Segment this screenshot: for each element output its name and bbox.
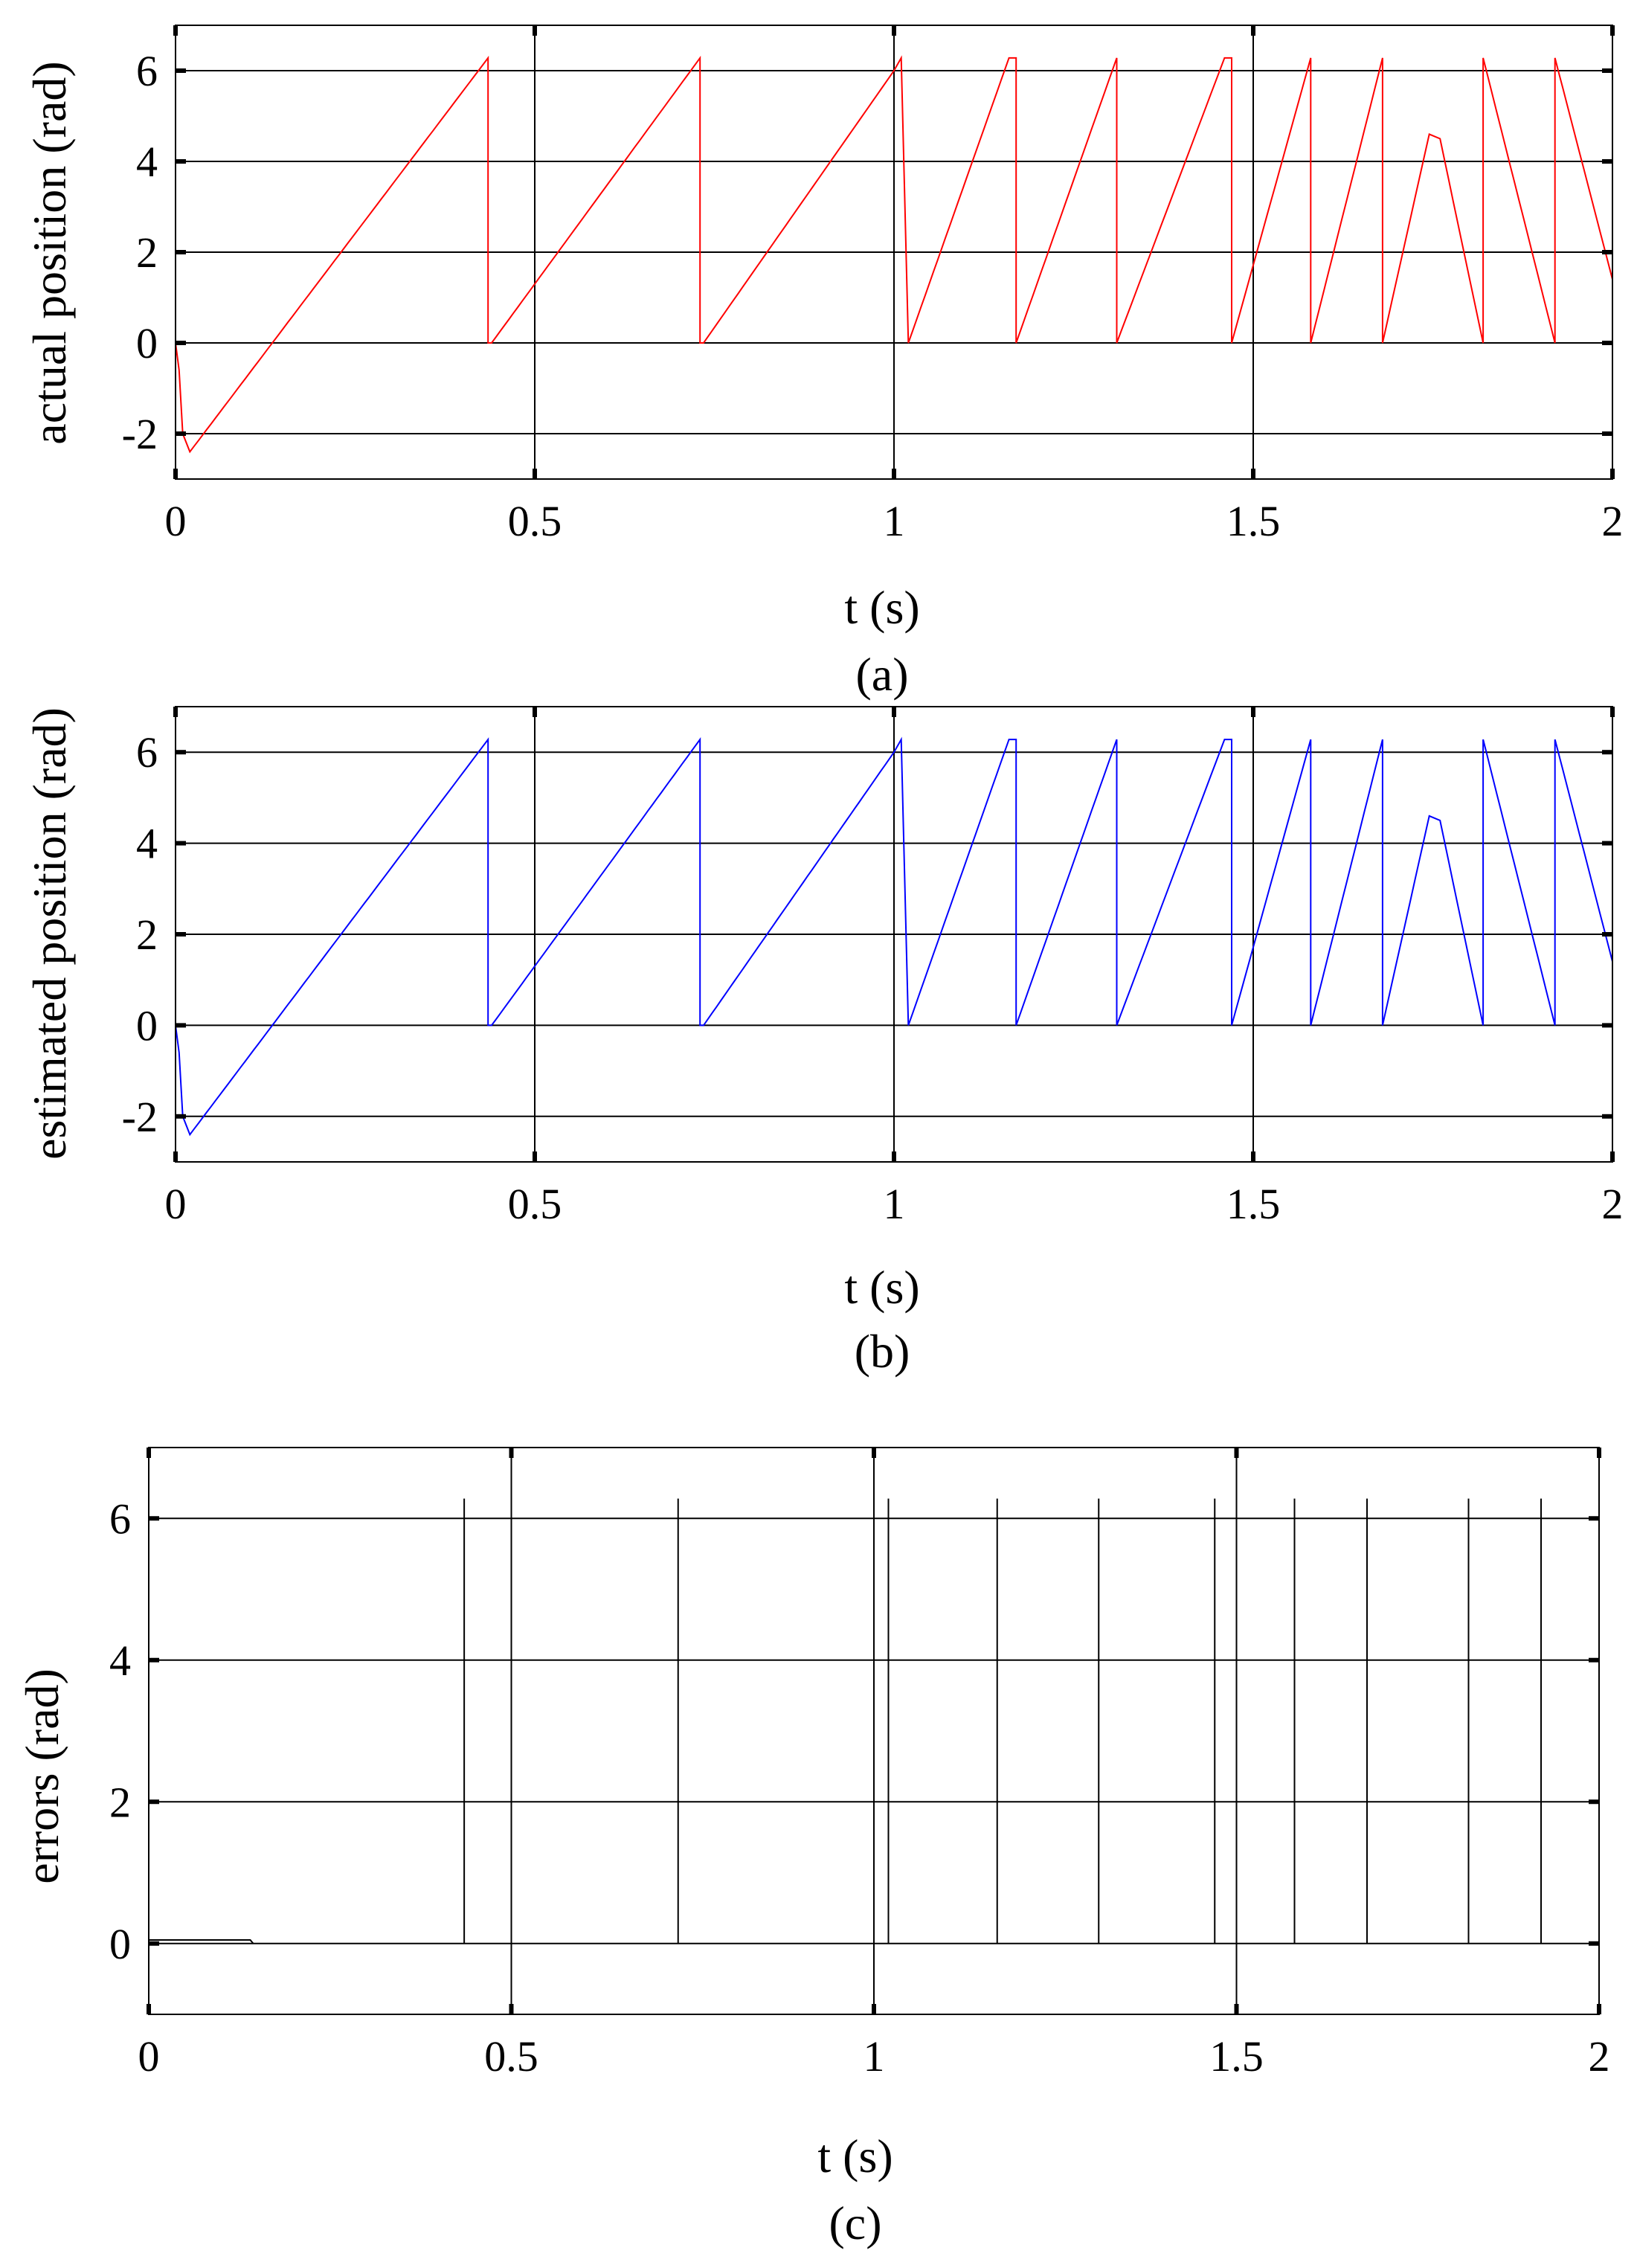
panel-b-ylabel: estimated position (rad) xyxy=(23,707,76,1160)
panel-a-xtick-label-0: 0 xyxy=(165,497,187,545)
panel-a-xtick-label-2: 1 xyxy=(884,497,905,545)
panel-c-xtick-label-1: 0.5 xyxy=(484,2032,538,2081)
panel-b-series-line-0 xyxy=(175,736,1613,1137)
panel-a-grid xyxy=(176,25,1612,479)
panel-b-xtick-label-0: 0 xyxy=(165,1180,187,1228)
panel-b-xlabel: t (s) xyxy=(844,1261,919,1314)
panel-b-series xyxy=(175,736,1613,1137)
panel-c-xtick-label-0: 0 xyxy=(138,2032,160,2081)
panel-a-xtick-label-4: 2 xyxy=(1602,497,1624,545)
panel-b-xtick-label-4: 2 xyxy=(1602,1180,1624,1228)
panel-b-ytick-label-3: 4 xyxy=(136,820,158,868)
panel-a-xlabel: t (s) xyxy=(844,581,919,634)
panel-c-caption: (c) xyxy=(829,2197,881,2249)
panel-a-ylabel: actual position (rad) xyxy=(23,61,76,444)
panel-c-ytick-label-0: 0 xyxy=(109,1920,131,1968)
panel-c-ytick-label-1: 2 xyxy=(109,1778,131,1826)
panel-a-series xyxy=(175,55,1613,454)
panel-c-xtick-label-3: 1.5 xyxy=(1209,2032,1264,2081)
panel-b-xtick-label-1: 0.5 xyxy=(508,1180,562,1228)
panel-c-grid xyxy=(149,1448,1599,2014)
panel-c-ylabel: errors (rad) xyxy=(16,1668,68,1884)
panel-b-ytick-label-4: 6 xyxy=(136,728,158,777)
panel-c: 0 0.5 1 1.5 2 0 2 4 6 t (s) errors (rad) (c) xyxy=(16,1447,1610,2249)
panel-c-xtick-label-4: 2 xyxy=(1589,2032,1610,2081)
panel-a-xtick-label-1: 0.5 xyxy=(508,497,562,545)
panel-a-ytick-label-1: 0 xyxy=(136,319,158,367)
panel-a-caption: (a) xyxy=(855,648,908,701)
panel-b-xtick-label-3: 1.5 xyxy=(1226,1180,1281,1228)
panel-c-ticks: 0 0.5 1 1.5 2 0 2 4 6 xyxy=(109,1448,1610,2081)
panel-c-ytick-label-3: 6 xyxy=(109,1494,131,1543)
panel-a-series-line-0 xyxy=(175,55,1613,454)
panel-b-ytick-label-0: -2 xyxy=(122,1093,158,1141)
panel-c-series xyxy=(149,1498,1542,1944)
panel-c-offset-line xyxy=(149,1938,254,1944)
panel-c-xlabel: t (s) xyxy=(817,2130,893,2182)
panel-b-xtick-label-2: 1 xyxy=(884,1180,905,1228)
panel-b-caption: (b) xyxy=(855,1325,910,1378)
panel-a-ytick-label-3: 4 xyxy=(136,138,158,186)
panel-a-ytick-label-2: 2 xyxy=(136,228,158,277)
panel-c-ytick-label-2: 4 xyxy=(109,1636,131,1685)
panel-a-ytick-label-0: -2 xyxy=(122,410,158,458)
panel-b-ytick-label-2: 2 xyxy=(136,910,158,959)
panel-a-ytick-label-4: 6 xyxy=(136,47,158,95)
panel-a-xtick-label-3: 1.5 xyxy=(1226,497,1281,545)
panel-c-xtick-label-2: 1 xyxy=(863,2032,885,2081)
panel-b-ytick-label-1: 0 xyxy=(136,1001,158,1050)
